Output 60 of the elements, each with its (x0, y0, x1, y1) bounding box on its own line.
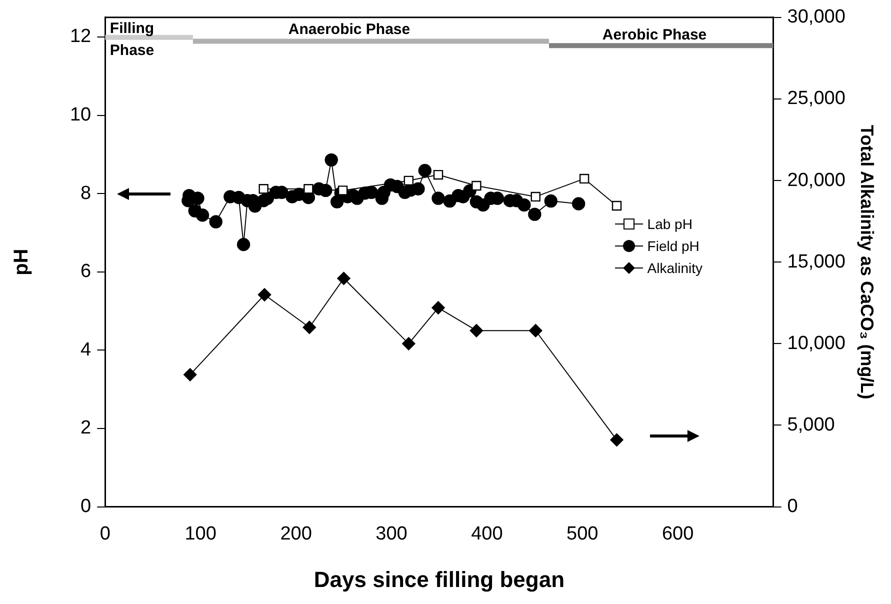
point (432, 192, 445, 205)
y-tick-label: 12 (70, 26, 92, 48)
x-tick-label: 100 (184, 523, 216, 544)
point (319, 184, 332, 198)
point (579, 174, 590, 184)
point (470, 324, 484, 338)
point (518, 198, 531, 212)
y2-axis-title: Total Alkalinity as CaCO₃ (mg/L) (857, 124, 878, 400)
x-axis-title: Days since filling began (314, 566, 565, 592)
y2-tick-label: 30,000 (787, 6, 846, 28)
point (412, 182, 425, 196)
point (324, 153, 338, 167)
point (304, 184, 314, 194)
legend-label: Field pH (647, 237, 700, 256)
point (209, 215, 222, 228)
point (433, 170, 444, 180)
point (402, 337, 416, 350)
x-tick-label: 600 (662, 523, 694, 544)
y2-tick-label: 0 (787, 496, 798, 518)
point (183, 368, 197, 382)
y-tick-label: 2 (80, 418, 92, 439)
point (196, 208, 210, 222)
annotation: Filling Phase (110, 20, 154, 60)
annotation: Anaerobic Phase (288, 21, 410, 38)
annotation: Aerobic Phase (602, 26, 707, 44)
x-tick-label: 200 (280, 523, 312, 544)
point (529, 324, 542, 338)
point (418, 164, 432, 178)
point (528, 208, 542, 221)
x-tick-label: 400 (471, 523, 503, 544)
point (472, 180, 482, 191)
point (544, 194, 558, 208)
y2-tick-label: 10,000 (787, 332, 846, 354)
y2-tick-label: 15,000 (787, 251, 846, 272)
point (404, 176, 414, 186)
point (572, 197, 586, 210)
legend-label: Lab pH (647, 215, 692, 234)
y-tick-label: 8 (80, 182, 92, 204)
y2-tick-label: 5,000 (787, 414, 835, 436)
x-tick-label: 500 (566, 523, 598, 544)
point (612, 200, 622, 211)
x-tick-label: 0 (100, 523, 110, 544)
point (302, 320, 316, 334)
point (432, 301, 445, 314)
y-tick-label: 6 (80, 261, 92, 282)
legend-label: Alkalinity (647, 259, 703, 278)
point (610, 433, 624, 447)
point (337, 272, 350, 286)
point (530, 192, 540, 202)
y2-tick-label: 25,000 (787, 88, 846, 110)
y-axis-title: pH (10, 248, 33, 276)
point (236, 238, 250, 252)
y-tick-label: 0 (80, 496, 92, 518)
y-tick-label: 4 (80, 339, 92, 360)
point (258, 288, 272, 302)
point (338, 186, 348, 196)
y-tick-label: 10 (70, 104, 92, 126)
point (258, 184, 268, 194)
y2-tick-label: 20,000 (787, 170, 846, 191)
x-tick-label: 300 (376, 523, 408, 544)
